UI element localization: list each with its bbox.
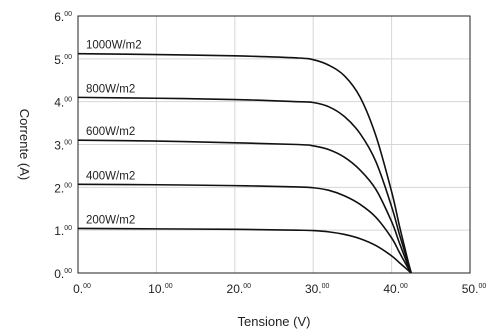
y-tick-label: 1.00 — [54, 224, 72, 238]
series-layer: 1000W/m2 800W/m2 600W/m2 400W/m2 200W/m2 — [77, 40, 412, 274]
series-line-1000w-m2 — [77, 52, 412, 274]
y-tick-label: 3.00 — [54, 139, 72, 153]
series-label: 800W/m2 — [86, 83, 135, 95]
tick-labels: 0.00 10.00 20.00 30.00 40.00 50.00 0.00 1.00 2.0… — [54, 10, 486, 296]
plot-frame — [77, 15, 471, 274]
x-axis-label: Tensione (V) — [238, 314, 311, 329]
series-label: 1000W/m2 — [86, 40, 142, 52]
y-tick-label: 2.00 — [54, 181, 72, 195]
x-tick-label: 40.00 — [383, 282, 408, 296]
series-line-200w-m2 — [77, 227, 412, 274]
series-line-600w-m2 — [77, 139, 412, 274]
y-axis-label: Corrente (A) — [17, 109, 32, 181]
series-label: 200W/m2 — [86, 214, 135, 226]
y-tick-label: 6.00 — [54, 10, 72, 24]
x-tick-label: 20.00 — [227, 282, 252, 296]
y-tick-label: 4.00 — [54, 96, 72, 110]
y-tick-label: 0.00 — [54, 267, 72, 281]
x-tick-label: 10.00 — [148, 282, 173, 296]
series-label: 600W/m2 — [86, 126, 135, 138]
x-tick-label: 0.00 — [73, 282, 91, 296]
x-tick-label: 50.00 — [462, 282, 487, 296]
series-label: 400W/m2 — [86, 170, 135, 182]
y-tick-label: 5.00 — [54, 53, 72, 67]
x-tick-label: 30.00 — [305, 282, 330, 296]
series-line-400w-m2 — [77, 183, 412, 274]
series-line-800w-m2 — [77, 96, 412, 274]
